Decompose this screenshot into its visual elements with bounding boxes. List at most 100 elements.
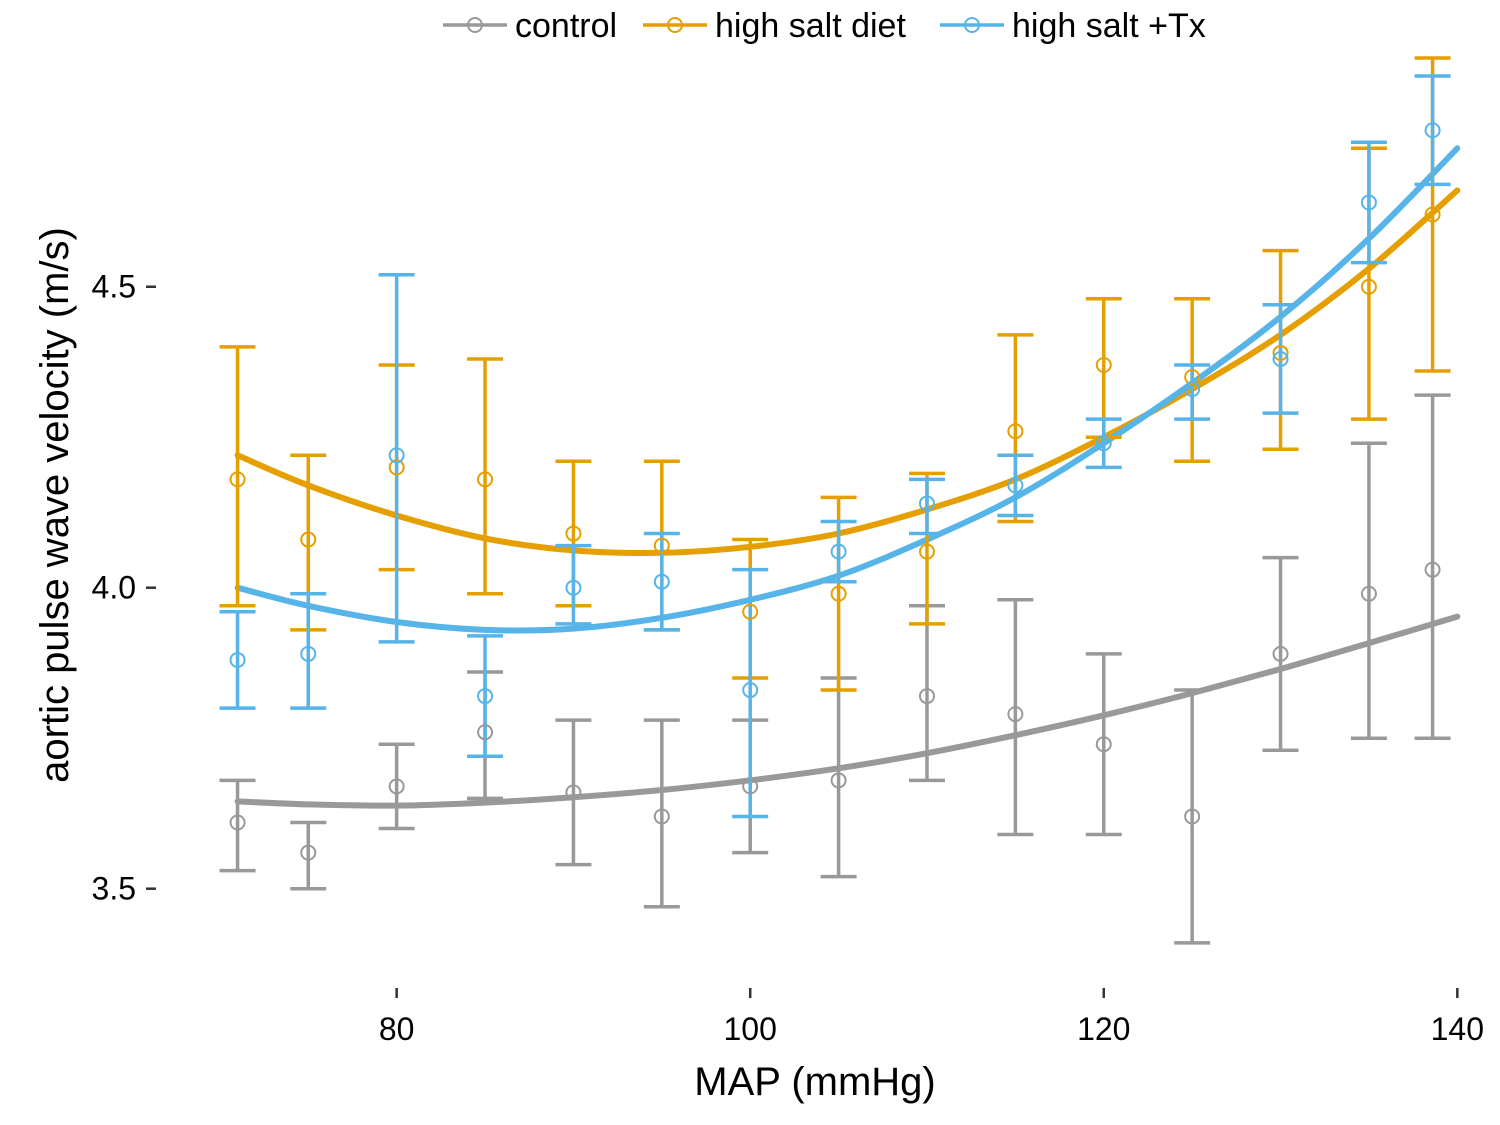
point-high-salt-tx [918, 495, 935, 512]
point-control [1184, 808, 1201, 825]
error-bar-high-salt-diet [1085, 297, 1122, 439]
legend-key-point [467, 17, 483, 33]
error-bar-control [1262, 555, 1299, 752]
error-bar-control [1174, 688, 1211, 945]
x-axis: 80 100 120 140 [379, 988, 1484, 1047]
error-bar-high-salt-tx [1174, 363, 1211, 421]
point-high-salt-diet [1184, 369, 1201, 386]
point-high-salt-tx [229, 651, 246, 668]
point-high-salt-diet [229, 471, 246, 488]
point-high-salt-tx [1095, 435, 1112, 452]
legend-item-high-salt-diet: high salt diet [643, 7, 906, 45]
x-tick-label: 120 [1077, 1011, 1130, 1047]
point-control [300, 844, 317, 861]
error-bar-high-salt-tx [643, 531, 680, 632]
error-bar-high-salt-diet [219, 345, 256, 608]
point-control [229, 814, 246, 831]
point-high-salt-diet [1272, 344, 1289, 361]
point-control [1424, 561, 1441, 578]
error-bar-high-salt-tx [378, 272, 415, 644]
error-bar-high-salt-tx [219, 610, 256, 710]
legend-key-point [964, 17, 980, 33]
x-tick-label: 80 [379, 1011, 415, 1047]
legend-item-high-salt-tx: high salt +Tx [940, 7, 1206, 45]
error-bar-high-salt-tx [1085, 417, 1122, 470]
point-high-salt-diet [477, 471, 494, 488]
point-control [388, 778, 405, 795]
point-high-salt-diet [742, 603, 759, 620]
error-bar-control [643, 718, 680, 909]
point-high-salt-diet [1424, 206, 1441, 223]
error-bars [219, 56, 1451, 945]
point-high-salt-tx [300, 645, 317, 662]
point-control [1095, 736, 1112, 753]
y-axis: 3.5 4.0 4.5 [92, 269, 156, 907]
point-control [918, 688, 935, 705]
point-control [1360, 585, 1377, 602]
point-high-salt-diet [830, 585, 847, 602]
error-bar-control [378, 742, 415, 831]
y-axis-title: aortic pulse wave velocity (m/s) [33, 227, 77, 783]
point-high-salt-tx [388, 447, 405, 464]
error-bar-high-salt-tx [1350, 140, 1387, 265]
error-bar-high-salt-diet [467, 357, 504, 596]
point-control [653, 808, 670, 825]
fit-line-high-salt-tx [234, 145, 1461, 634]
error-bar-control [219, 778, 256, 873]
y-tick-label: 3.5 [92, 871, 136, 907]
error-bar-control [1085, 652, 1122, 837]
point-high-salt-tx [1184, 381, 1201, 398]
x-tick-label: 100 [724, 1011, 777, 1047]
legend-key-point [667, 17, 683, 33]
point-high-salt-tx [742, 682, 759, 699]
point-high-salt-diet [388, 459, 405, 476]
point-control [477, 724, 494, 741]
point-high-salt-tx [1007, 477, 1024, 494]
fit-line-high-salt-diet [234, 187, 1461, 557]
point-high-salt-diet [565, 525, 582, 542]
point-high-salt-tx [830, 543, 847, 560]
point-high-salt-tx [653, 573, 670, 590]
error-bar-control [555, 718, 592, 867]
point-high-salt-diet [653, 537, 670, 554]
x-tick-label: 140 [1431, 1011, 1484, 1047]
point-control [830, 772, 847, 789]
legend-label: high salt diet [715, 7, 906, 45]
point-high-salt-diet [300, 531, 317, 548]
legend: control high salt diet high salt +Tx [443, 7, 1206, 45]
error-bar-high-salt-tx [467, 634, 504, 759]
error-bar-high-salt-tx [997, 453, 1034, 518]
point-high-salt-tx [1424, 122, 1441, 139]
point-high-salt-diet [918, 543, 935, 560]
point-high-salt-tx [1272, 350, 1289, 367]
point-high-salt-tx [1360, 194, 1377, 211]
error-bar-control [290, 820, 327, 891]
legend-item-control: control [443, 7, 617, 45]
point-control [742, 778, 759, 795]
error-bar-high-salt-tx [732, 567, 769, 819]
point-high-salt-diet [1007, 423, 1024, 440]
point-high-salt-tx [565, 579, 582, 596]
error-bar-high-salt-tx [555, 543, 592, 626]
legend-label: high salt +Tx [1012, 7, 1206, 45]
error-bar-control [1350, 441, 1387, 740]
error-bar-control [997, 598, 1034, 837]
y-tick-label: 4.0 [92, 570, 136, 606]
data-points [229, 122, 1441, 861]
point-control [565, 784, 582, 801]
point-control [1272, 645, 1289, 662]
error-bar-high-salt-tx [290, 591, 327, 710]
error-bar-control [820, 676, 857, 879]
x-axis-title: MAP (mmHg) [694, 1060, 935, 1104]
error-bar-control [1414, 393, 1451, 740]
error-bar-high-salt-tx [908, 477, 945, 536]
error-bar-high-salt-tx [820, 519, 857, 584]
error-bar-high-salt-tx [1414, 74, 1451, 187]
point-high-salt-diet [1360, 278, 1377, 295]
y-tick-label: 4.5 [92, 269, 136, 305]
point-high-salt-tx [477, 688, 494, 705]
fit-line-control [234, 613, 1461, 809]
point-control [1007, 706, 1024, 723]
legend-label: control [515, 7, 617, 45]
